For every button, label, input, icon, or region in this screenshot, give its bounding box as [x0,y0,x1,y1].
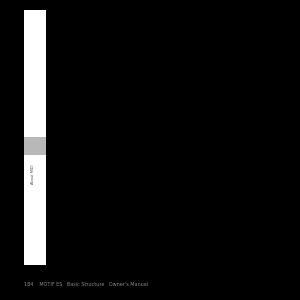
Bar [24,137,46,155]
Text: About MIDI: About MIDI [31,165,35,184]
Text: 184    MOTIF ES   Basic Structure   Owner's Manual: 184 MOTIF ES Basic Structure Owner's Man… [24,283,148,287]
Bar [24,10,46,265]
